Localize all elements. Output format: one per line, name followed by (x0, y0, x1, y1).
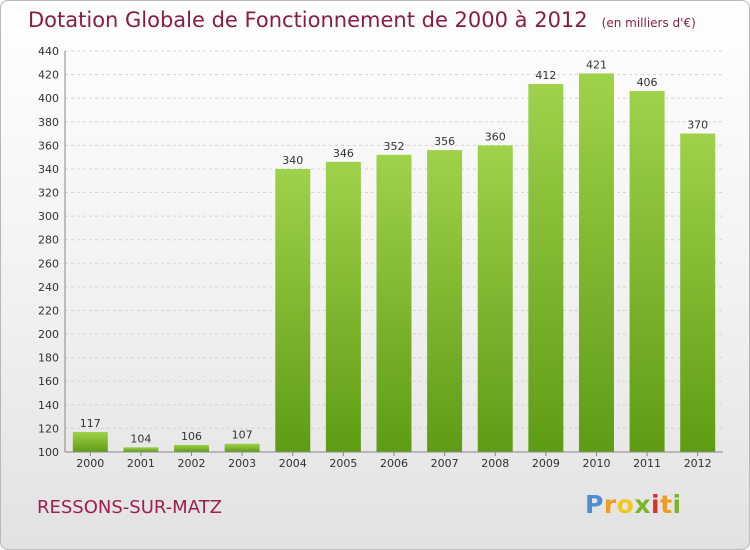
bar-value-label: 352 (384, 140, 405, 153)
bars: 117 104 106 107 340 346 352 356 360 412 421 406 370 (72, 58, 716, 453)
bar-value-label: 360 (485, 130, 506, 143)
y-tick-label: 400 (38, 92, 59, 105)
y-tick-label: 140 (38, 399, 59, 412)
y-tick-label: 380 (38, 116, 59, 129)
x-tick-label: 2001 (127, 457, 155, 470)
x-tick-label: 2006 (380, 457, 408, 470)
bar-value-label: 340 (282, 154, 303, 167)
bar (275, 168, 311, 453)
bar (477, 145, 513, 452)
y-tick-label: 160 (38, 375, 59, 388)
x-tick-label: 2009 (532, 457, 560, 470)
x-tick-label: 2004 (279, 457, 307, 470)
bar-value-label: 104 (130, 432, 151, 445)
y-tick-label: 200 (38, 328, 59, 341)
y-tick-label: 360 (38, 139, 59, 152)
bar (123, 447, 159, 452)
x-tick-label: 2008 (481, 457, 509, 470)
bar (376, 154, 412, 452)
x-tick-label: 2000 (76, 457, 104, 470)
x-tick-label: 2002 (178, 457, 206, 470)
y-tick-label: 420 (38, 69, 59, 82)
y-tick-label: 320 (38, 187, 59, 200)
y-tick-label: 220 (38, 304, 59, 317)
x-tick-label: 2003 (228, 457, 256, 470)
y-tick-label: 100 (38, 446, 59, 459)
x-tick-label: 2007 (431, 457, 459, 470)
y-tick-label: 180 (38, 352, 59, 365)
bar (528, 84, 564, 452)
bar-value-label: 370 (687, 119, 708, 132)
bar (629, 91, 665, 452)
axes: 100 120 140 160 180 200 220 240 260 280 300 320 340 3… (38, 45, 723, 470)
bar (224, 443, 260, 452)
y-tick-label: 340 (38, 163, 59, 176)
x-tick-label: 2010 (582, 457, 610, 470)
bar-value-label: 412 (535, 69, 556, 82)
bar-value-label: 356 (434, 135, 455, 148)
y-tick-label: 280 (38, 234, 59, 247)
chart-title: Dotation Globale de Fonctionnement de 20… (28, 8, 696, 32)
x-tick-label: 2005 (329, 457, 357, 470)
y-tick-label: 300 (38, 210, 59, 223)
commune-name: RESSONS-SUR-MATZ (37, 497, 222, 518)
bar (427, 150, 463, 452)
y-tick-label: 440 (38, 45, 59, 58)
bar-value-label: 406 (637, 76, 658, 89)
x-tick-label: 2011 (633, 457, 661, 470)
bar (72, 431, 108, 452)
y-tick-label: 260 (38, 257, 59, 270)
bar (174, 444, 210, 452)
bar-value-label: 421 (586, 58, 607, 71)
bar-value-label: 346 (333, 147, 354, 160)
bar (325, 161, 361, 453)
chart-subtitle: (en milliers d'€) (601, 16, 696, 30)
x-tick-label: 2012 (684, 457, 712, 470)
bar-value-label: 107 (232, 429, 253, 442)
y-tick-label: 240 (38, 281, 59, 294)
bar-value-label: 106 (181, 430, 202, 443)
bar (578, 73, 614, 453)
bar-value-label: 117 (80, 417, 101, 430)
chart-title-text: Dotation Globale de Fonctionnement de 20… (28, 8, 588, 32)
bar (680, 133, 716, 452)
y-tick-label: 120 (38, 422, 59, 435)
proxiti-logo: Proxiti (585, 490, 682, 519)
